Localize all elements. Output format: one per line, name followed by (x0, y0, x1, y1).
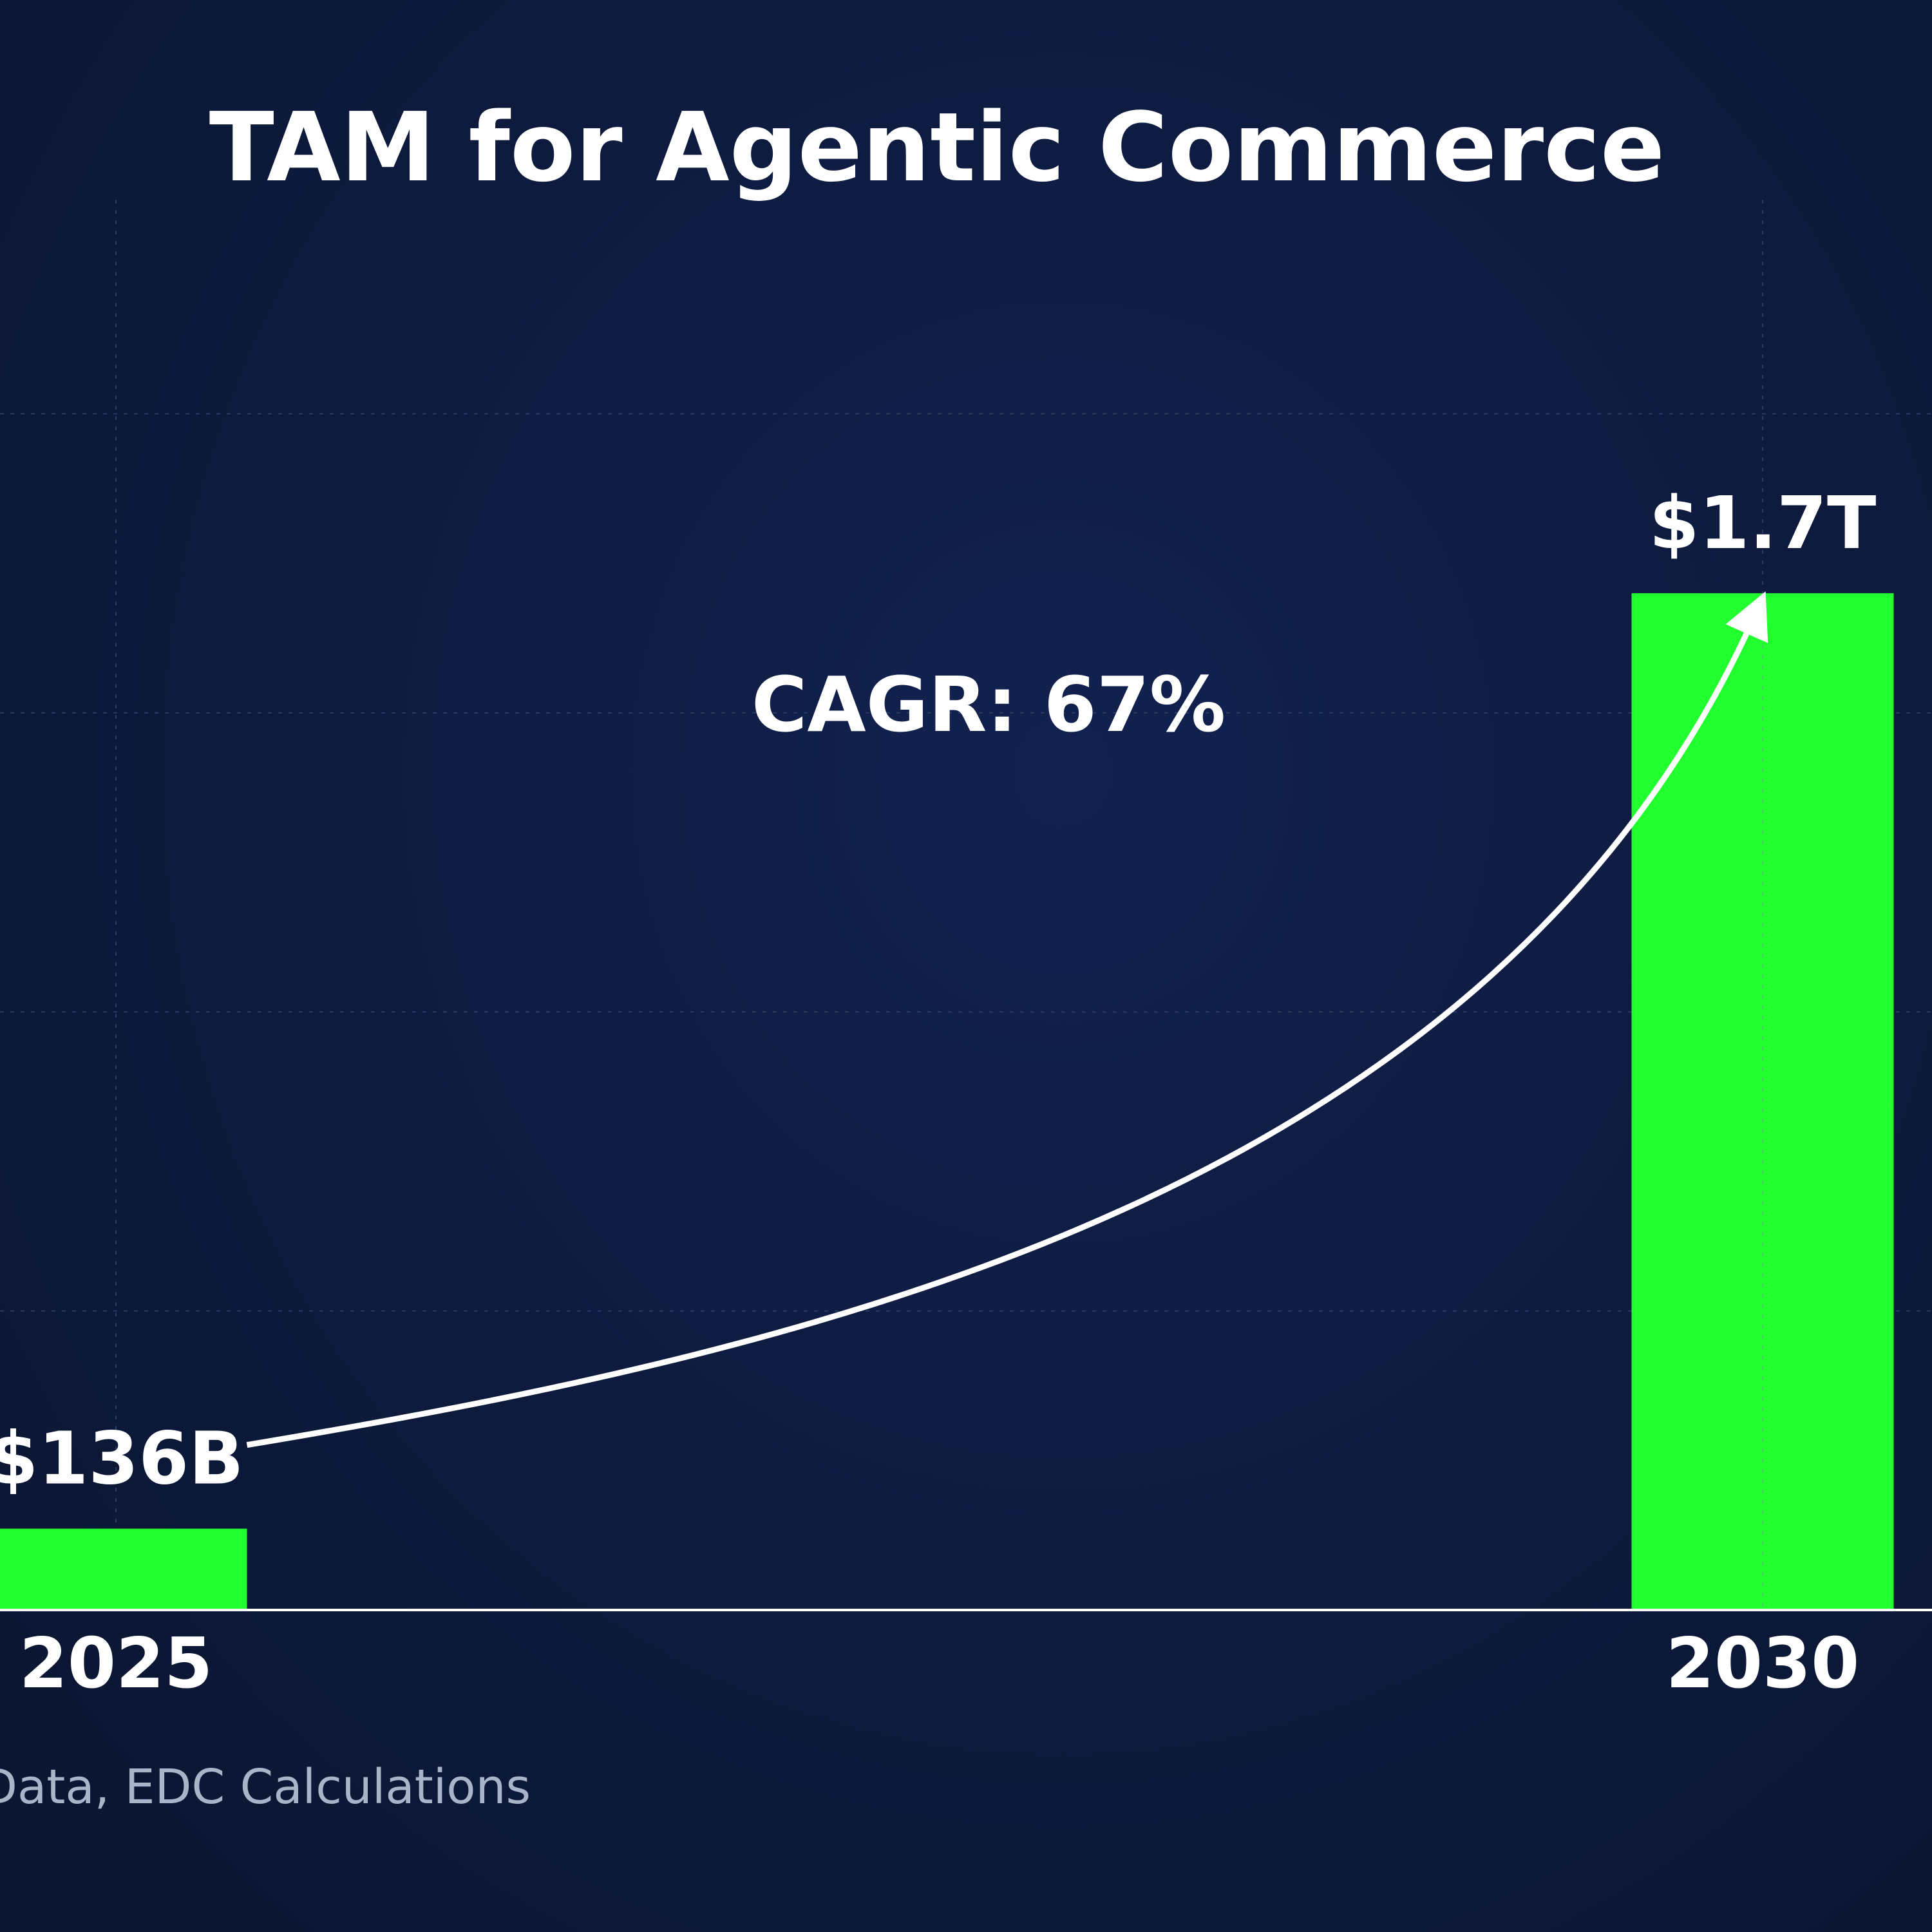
source-note: Data, EDC Calculations (0, 1759, 531, 1815)
growth-arrow (246, 591, 1768, 1448)
x-tick-label-2025: 2025 (19, 1624, 213, 1704)
data-label-2030: $1.7T (1649, 482, 1877, 565)
chart-title: TAM for Agentic Commerce (209, 92, 1665, 203)
cagr-annotation: CAGR: 67% (752, 660, 1226, 749)
x-tick-label-2030: 2030 (1666, 1624, 1860, 1704)
labels: 2025 2030 $136B $1.7T (0, 482, 1876, 1704)
bar-2025 (0, 1528, 247, 1610)
data-label-2025: $136B (0, 1417, 244, 1501)
